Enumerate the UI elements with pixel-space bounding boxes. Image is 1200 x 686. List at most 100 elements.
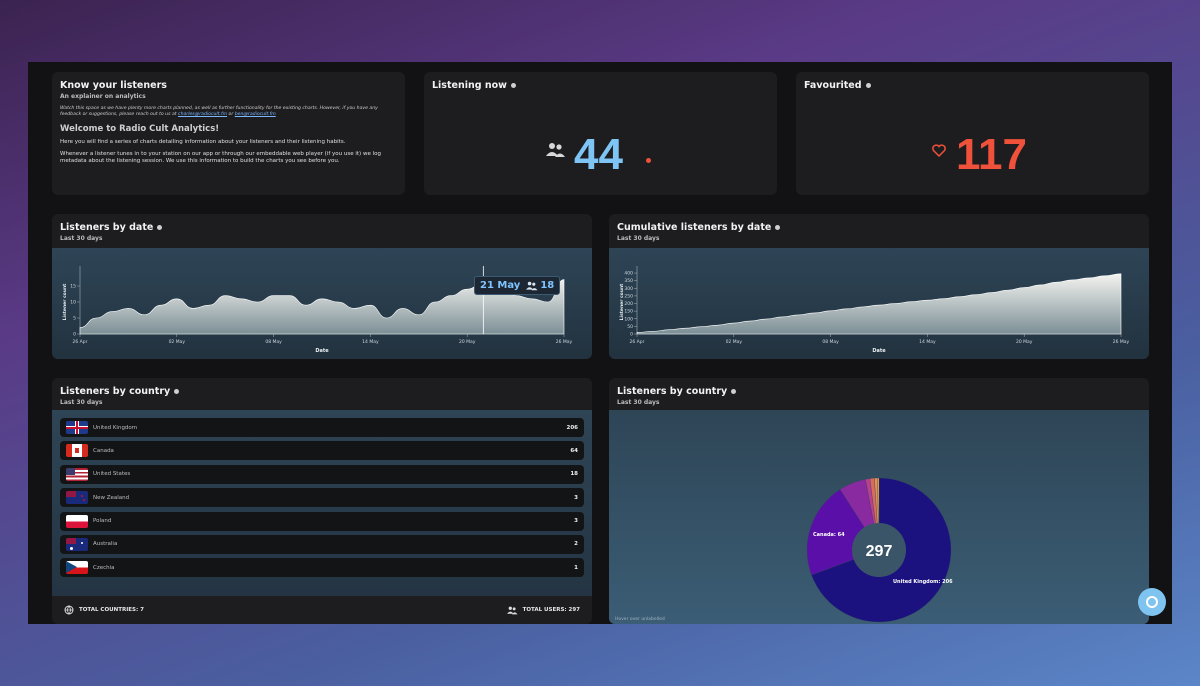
poland-flag-icon bbox=[66, 514, 88, 528]
listeners-by-date-title: Listeners by date bbox=[60, 222, 154, 233]
x-tick-label: 08 May bbox=[822, 339, 839, 345]
x-tick-label: 26 May bbox=[556, 339, 573, 345]
y-tick-label: 0 bbox=[630, 332, 633, 338]
cumulative-chart-area: 0 50 100 150 200 250 300 350 400 26 Apr 02 May 08 M… bbox=[609, 248, 1149, 359]
y-axis-label: Listener count bbox=[619, 283, 625, 320]
info-icon[interactable] bbox=[731, 389, 737, 394]
intro-paragraph-1: Here you will find a series of charts de… bbox=[60, 139, 346, 145]
y-tick-label: 150 bbox=[624, 309, 633, 315]
donut-hole bbox=[852, 523, 906, 577]
country-row-us[interactable]: United States 18 bbox=[60, 464, 584, 484]
chat-icon bbox=[1146, 596, 1158, 608]
series-area bbox=[636, 273, 1122, 335]
listeners-by-date-card: Listeners by date Last 30 days 0 5 10 15 26 … bbox=[52, 214, 592, 359]
country-list: United Kingdom 206 Canada 64 United Stat… bbox=[52, 410, 592, 596]
us-flag-icon bbox=[66, 467, 88, 481]
y-tick-label: 200 bbox=[624, 301, 633, 307]
uk-flag-icon bbox=[66, 421, 88, 434]
pie-hint: Hover over unlabelled bbox=[615, 617, 665, 622]
y-tick-label: 15 bbox=[70, 284, 76, 290]
x-tick-label: 14 May bbox=[362, 339, 379, 345]
total-users: TOTAL USERS: 297 bbox=[522, 607, 580, 613]
country-name: Czechia bbox=[93, 564, 115, 571]
x-axis-label: Date bbox=[315, 348, 329, 354]
x-tick-label: 26 May bbox=[1113, 339, 1130, 345]
country-pie-subtitle: Last 30 days bbox=[617, 399, 660, 406]
country-list-title: Listeners by country bbox=[60, 386, 171, 397]
live-indicator-dot bbox=[646, 158, 651, 163]
favourited-title: Favourited bbox=[804, 80, 862, 91]
y-tick-label: 350 bbox=[624, 278, 633, 284]
x-tick-label: 02 May bbox=[726, 339, 743, 345]
y-tick-label: 0 bbox=[73, 332, 76, 338]
tooltip-value: 18 bbox=[540, 280, 555, 291]
favourited-card: Favourited 117 bbox=[796, 72, 1149, 195]
analytics-dashboard: Know your listeners An explainer on anal… bbox=[28, 62, 1172, 624]
cumulative-title: Cumulative listeners by date bbox=[617, 222, 772, 233]
listeners-by-date-chart-area: 0 5 10 15 26 Apr 02 May 08 May 14 May 20 May 26 M… bbox=[52, 248, 592, 359]
x-tick-label: 14 May bbox=[919, 339, 936, 345]
country-pie-chart[interactable]: 297 United Kingdom: 206 Canada: 64 bbox=[609, 410, 1149, 624]
y-tick-label: 400 bbox=[624, 271, 633, 277]
info-icon[interactable] bbox=[865, 83, 871, 88]
country-pie-title: Listeners by country bbox=[617, 386, 728, 397]
info-icon[interactable] bbox=[174, 389, 180, 394]
heart-icon bbox=[932, 144, 946, 157]
listening-now-value: 44 bbox=[574, 130, 623, 179]
country-totals: TOTAL COUNTRIES: 7 TOTAL USERS: 297 bbox=[52, 596, 592, 624]
email-link-charles[interactable]: charles@radiocult.fm bbox=[178, 112, 228, 117]
intro-title: Know your listeners bbox=[60, 80, 167, 91]
x-tick-label: 08 May bbox=[265, 339, 282, 345]
country-name: Canada bbox=[93, 447, 114, 454]
pie-label-uk: United Kingdom: 206 bbox=[893, 579, 953, 585]
listeners-by-date-subtitle: Last 30 days bbox=[60, 235, 103, 242]
email-link-ben[interactable]: ben@radiocult.fm bbox=[234, 112, 276, 117]
country-row-canada[interactable]: Canada 64 bbox=[60, 441, 584, 461]
cumulative-listeners-card: Cumulative listeners by date Last 30 day… bbox=[609, 214, 1149, 359]
y-tick-label: 300 bbox=[624, 286, 633, 292]
country-list-card: Listeners by country Last 30 days United… bbox=[52, 378, 592, 624]
welcome-heading: Welcome to Radio Cult Analytics! bbox=[60, 124, 220, 134]
intro-subtitle: An explainer on analytics bbox=[60, 93, 146, 100]
country-row-australia[interactable]: Australia 2 bbox=[60, 534, 584, 554]
pie-chart-area: 297 United Kingdom: 206 Canada: 64 Hover o… bbox=[609, 410, 1149, 624]
intro-small-text: Watch this space as we have plenty more … bbox=[60, 106, 378, 117]
country-row-czechia[interactable]: Czechia 1 bbox=[60, 558, 584, 578]
country-row-uk[interactable]: United Kingdom 206 bbox=[60, 418, 584, 437]
y-tick-label: 100 bbox=[624, 316, 633, 322]
country-count: 18 bbox=[570, 471, 578, 478]
country-row-poland[interactable]: Poland 3 bbox=[60, 511, 584, 531]
chat-button[interactable] bbox=[1138, 588, 1166, 616]
country-count: 206 bbox=[566, 424, 578, 431]
country-name: New Zealand bbox=[93, 494, 130, 501]
country-count: 64 bbox=[570, 447, 578, 454]
listening-now-title: Listening now bbox=[432, 80, 507, 91]
info-icon[interactable] bbox=[775, 225, 781, 230]
czechia-flag-icon bbox=[66, 561, 88, 575]
country-row-nz[interactable]: New Zealand 3 bbox=[60, 488, 584, 508]
y-tick-label: 10 bbox=[70, 300, 76, 306]
users-icon bbox=[546, 143, 565, 157]
y-tick-label: 50 bbox=[627, 324, 633, 330]
australia-flag-icon bbox=[66, 537, 88, 551]
country-count: 1 bbox=[574, 564, 578, 571]
canada-flag-icon bbox=[66, 444, 88, 458]
globe-icon bbox=[64, 605, 74, 615]
info-icon[interactable] bbox=[157, 225, 163, 230]
intro-paragraph-2: Whenever a listener tunes in to your sta… bbox=[60, 151, 381, 164]
intro-card: Know your listeners An explainer on anal… bbox=[52, 72, 405, 195]
info-icon[interactable] bbox=[510, 83, 516, 88]
country-name: Australia bbox=[93, 541, 118, 548]
listening-now-card: Listening now 44 bbox=[424, 72, 777, 195]
x-tick-label: 20 May bbox=[1016, 339, 1033, 345]
x-tick-label: 02 May bbox=[169, 339, 186, 345]
cumulative-subtitle: Last 30 days bbox=[617, 235, 660, 242]
country-name: United Kingdom bbox=[93, 424, 138, 431]
users-icon bbox=[526, 281, 538, 290]
x-tick-label: 26 Apr bbox=[73, 339, 88, 345]
country-name: United States bbox=[93, 471, 131, 478]
country-count: 3 bbox=[574, 518, 578, 525]
country-count: 3 bbox=[574, 494, 578, 501]
listeners-by-date-chart[interactable]: 0 5 10 15 26 Apr 02 May 08 May 14 May 20 May 26 M… bbox=[52, 248, 592, 359]
